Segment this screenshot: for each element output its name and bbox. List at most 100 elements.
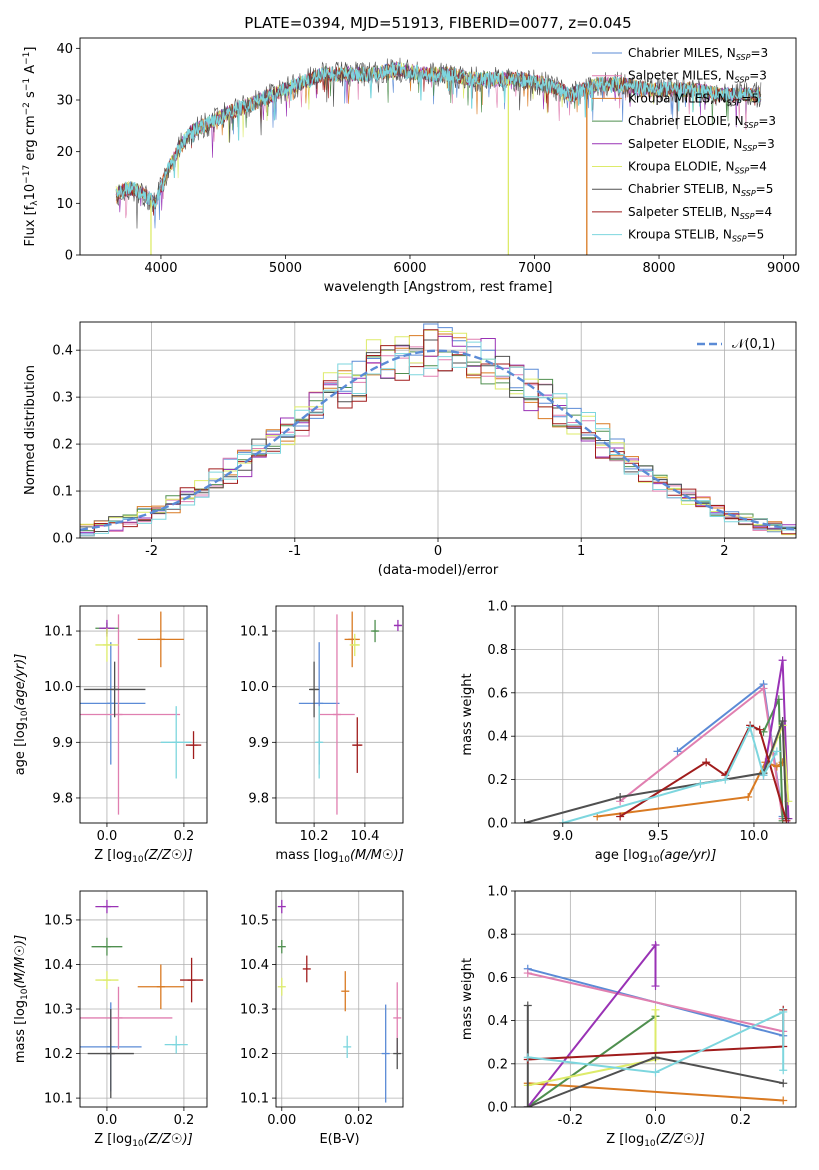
legend-entry: Salpeter MILES, NSSP=3 — [628, 69, 767, 85]
plot-mass_vs_ebv: 0.00 0.02 10.1 10.2 10.3 10.4 10.5 E(B-V) — [240, 890, 404, 1147]
y-tick-label: 0 — [65, 249, 73, 264]
legend: Chabrier MILES, NSSP=3 Salpeter MILES, NS… — [592, 46, 776, 244]
point-marker — [721, 775, 730, 784]
x-axis-label: Z [log10(Z/Z☉)] — [94, 1132, 192, 1149]
series-line — [527, 1015, 657, 1107]
point-marker — [616, 792, 625, 801]
histogram-step — [80, 329, 796, 537]
plot-area — [523, 941, 788, 1107]
x-tick-label: 4000 — [144, 261, 177, 276]
legend-entry: Chabrier ELODIE, NSSP=3 — [628, 114, 776, 130]
errorbar-point — [137, 964, 184, 1010]
y-tick-label: 10.2 — [240, 1047, 269, 1062]
x-tick-label: 0.02 — [344, 1113, 373, 1128]
y-tick-label: 10.1 — [44, 1092, 73, 1107]
point-marker — [651, 1068, 660, 1077]
y-tick-label: 9.9 — [52, 736, 73, 751]
point-marker — [744, 792, 753, 801]
series-kroupa-stelib — [558, 723, 781, 823]
legend-entry: Salpeter ELODIE, NSSP=3 — [628, 137, 775, 153]
errorbar-point — [315, 706, 324, 779]
point-marker — [772, 762, 781, 771]
axes-frame — [514, 890, 797, 1108]
x-axis-label: E(B-V) — [319, 1132, 359, 1147]
point-marker — [759, 684, 768, 693]
series-line — [527, 972, 784, 1033]
errorbar-point — [277, 977, 286, 996]
x-tick-label: 10.4 — [350, 829, 379, 844]
point-marker — [558, 819, 567, 823]
point-marker — [778, 717, 787, 726]
errorbar-point — [352, 717, 363, 773]
point-marker — [779, 1079, 788, 1088]
axes-frame — [275, 890, 404, 1108]
x-tick-label: 1 — [577, 544, 585, 559]
y-tick-label: 0.8 — [487, 643, 508, 658]
errorbar-point — [277, 899, 286, 914]
errorbar-point — [95, 899, 119, 914]
plot-area — [298, 611, 402, 815]
y-tick-label: 30 — [56, 94, 73, 109]
point-marker — [778, 656, 787, 665]
series-line — [527, 1082, 784, 1102]
y-tick-label: 0.8 — [487, 928, 508, 943]
series-kroupa-elodie — [523, 1005, 660, 1090]
errorbar-point — [344, 611, 360, 668]
y-tick-label: 40 — [56, 42, 73, 57]
plot-area — [277, 899, 402, 1103]
figure-title: PLATE=0394, MJD=51913, FIBERID=0077, z=0… — [244, 14, 631, 32]
errorbar-point — [349, 633, 360, 657]
plot-mass_weight_vs_age: 9.0 9.5 10.0 0.0 0.2 0.4 0.6 0.8 1.0 age [log10(a… — [460, 600, 797, 865]
point-marker — [779, 1007, 788, 1016]
series-kroupa-miles — [593, 758, 787, 821]
errorbar-point — [393, 1037, 402, 1070]
axes-frame — [79, 321, 797, 539]
point-marker — [782, 816, 791, 823]
histogram-step — [80, 341, 796, 537]
y-tick-label: 0.6 — [487, 686, 508, 701]
x-tick-label: 9000 — [767, 261, 800, 276]
x-tick-label: -2 — [145, 544, 158, 559]
errorbar-point — [343, 1035, 352, 1059]
plot-mass_vs_Z: 0.0 0.2 10.1 10.2 10.3 10.4 10.5 Z [log10(Z/Z☉)… — [13, 890, 208, 1149]
plot-age_vs_Z: 0.0 0.2 9.8 9.9 10.0 10.1 Z [log10(Z/Z☉)] age [… — [13, 605, 208, 865]
y-tick-label: 10.0 — [44, 680, 73, 695]
y-tick-label: 0.0 — [487, 817, 508, 832]
x-tick-label: 0.2 — [174, 829, 195, 844]
y-tick-label: 0.3 — [52, 391, 73, 406]
series-kroupa-stelib — [523, 1007, 788, 1077]
point-marker — [651, 982, 660, 991]
point-marker — [523, 1001, 532, 1010]
x-axis-label: Z [log10(Z/Z☉)] — [94, 848, 192, 865]
legend-entry: Kroupa STELIB, NSSP=5 — [628, 228, 764, 244]
point-marker — [772, 747, 781, 756]
point-marker — [523, 1103, 532, 1107]
errorbar-point — [277, 939, 286, 954]
y-tick-label: 10 — [56, 197, 73, 212]
y-tick-label: 20 — [56, 145, 73, 160]
errorbar-point — [381, 1004, 390, 1103]
plot-mass_weight_vs_Z: -0.2 0.0 0.2 0.0 0.2 0.4 0.6 0.8 1.0 Z [log10(Z/Z… — [460, 885, 797, 1149]
x-tick-label: 0.0 — [97, 829, 118, 844]
point-marker — [651, 941, 660, 949]
x-tick-label: 0.0 — [645, 1113, 666, 1128]
x-tick-label: -1 — [288, 544, 301, 559]
y-tick-label: 0.4 — [487, 1014, 508, 1029]
series-chabrier-stelib — [520, 717, 791, 823]
x-axis-label: (data-model)/error — [378, 563, 499, 578]
errorbar-point — [91, 937, 123, 956]
y-tick-label: 0.4 — [52, 344, 73, 359]
y-axis-label: mass weight — [460, 958, 475, 1040]
x-axis-label: Z [log10(Z/Z☉)] — [606, 1132, 704, 1149]
plot-area — [80, 323, 796, 537]
y-tick-label: 0.6 — [487, 971, 508, 986]
y-tick-label: 0.2 — [487, 1057, 508, 1072]
series-line — [619, 724, 788, 822]
errorbar-point — [80, 986, 173, 1050]
axes-frame — [275, 605, 404, 824]
plot-residuals: -2 -1 0 1 2 0.0 0.1 0.2 0.3 0.4 (data-model)/error… — [23, 321, 797, 578]
x-tick-label: 6000 — [393, 261, 426, 276]
y-axis-label: Flux [fλ10−17 erg cm−2 s−1 A−1] — [22, 47, 40, 247]
x-axis-label: age [log10(age/yr)] — [595, 848, 717, 865]
point-marker — [523, 1053, 532, 1062]
